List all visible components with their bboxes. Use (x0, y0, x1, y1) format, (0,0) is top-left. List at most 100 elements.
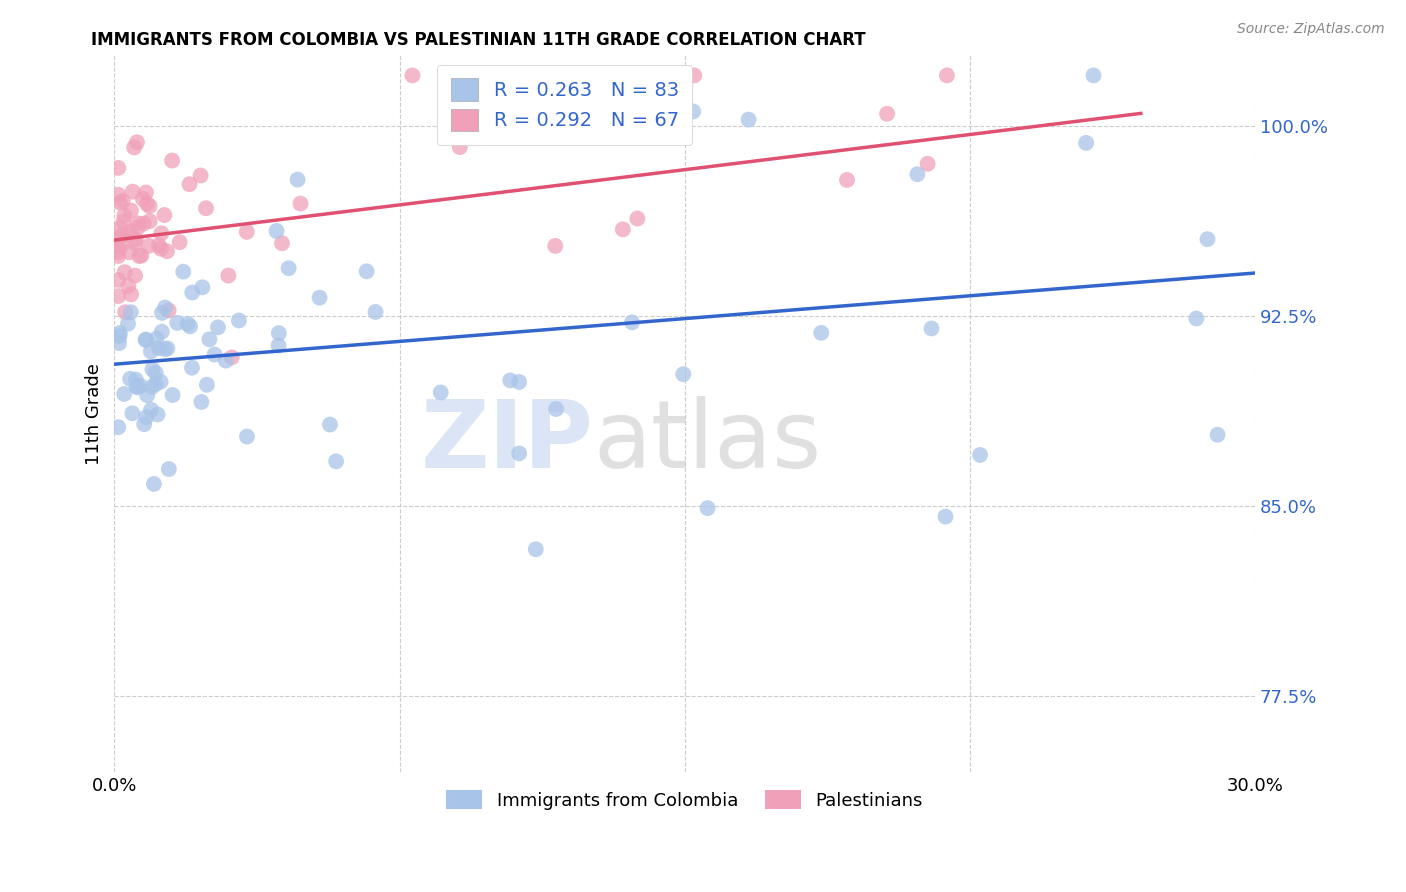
Point (935, 69, 957, 83)
Point (131, 248, 153, 262)
Point (917, 157, 939, 171)
Point (508, 375, 530, 389)
Point (190, 395, 212, 409)
Point (122, 140, 145, 154)
Point (621, 315, 644, 329)
Point (157, 303, 180, 318)
Point (195, 201, 218, 215)
Point (107, 420, 129, 434)
Point (121, 185, 143, 199)
Point (118, 245, 141, 260)
Point (595, 114, 617, 128)
Point (108, 195, 131, 210)
Point (135, 410, 157, 425)
Point (129, 378, 152, 392)
Point (120, 305, 142, 319)
Point (112, 387, 135, 401)
Point (546, 401, 568, 416)
Point (141, 362, 163, 376)
Point (221, 351, 243, 365)
Point (156, 244, 179, 259)
Point (146, 408, 169, 422)
Text: ZIP: ZIP (420, 396, 593, 488)
Point (287, 172, 309, 186)
Point (121, 406, 143, 420)
Point (139, 344, 162, 359)
Point (215, 353, 238, 368)
Point (236, 225, 259, 239)
Point (107, 239, 129, 253)
Point (191, 280, 214, 294)
Point (124, 236, 146, 251)
Point (181, 360, 204, 375)
Point (117, 278, 139, 293)
Point (110, 228, 132, 243)
Point (128, 249, 150, 263)
Point (157, 462, 180, 476)
Point (120, 372, 142, 386)
Point (198, 332, 221, 346)
Point (920, 321, 942, 335)
Point (132, 192, 155, 206)
Point (266, 224, 288, 238)
Point (683, 69, 706, 83)
Point (141, 380, 163, 394)
Point (135, 333, 157, 347)
Point (1185, 311, 1208, 326)
Point (1197, 232, 1219, 246)
Point (107, 289, 129, 303)
Point (138, 239, 160, 253)
Point (1083, 69, 1105, 83)
Point (108, 326, 131, 340)
Point (267, 326, 290, 340)
Point (107, 187, 129, 202)
Point (935, 509, 957, 524)
Point (277, 261, 299, 276)
Point (696, 501, 718, 516)
Point (107, 273, 129, 287)
Legend: Immigrants from Colombia, Palestinians: Immigrants from Colombia, Palestinians (439, 783, 931, 817)
Point (135, 196, 157, 211)
Point (145, 377, 167, 392)
Point (134, 417, 156, 431)
Text: atlas: atlas (593, 396, 821, 488)
Point (108, 336, 131, 351)
Point (179, 178, 201, 192)
Y-axis label: 11th Grade: 11th Grade (86, 363, 103, 465)
Point (114, 305, 136, 319)
Point (969, 448, 991, 462)
Point (107, 231, 129, 245)
Point (290, 196, 312, 211)
Point (120, 287, 142, 301)
Point (508, 446, 530, 460)
Point (120, 203, 142, 218)
Point (308, 291, 330, 305)
Point (499, 373, 522, 387)
Point (271, 236, 294, 251)
Point (179, 319, 201, 334)
Point (135, 186, 157, 200)
Point (356, 264, 378, 278)
Point (125, 232, 148, 246)
Point (267, 338, 290, 352)
Point (145, 366, 167, 380)
Point (672, 367, 695, 381)
Point (181, 285, 204, 300)
Point (207, 320, 229, 334)
Point (142, 476, 165, 491)
Point (127, 220, 149, 235)
Point (108, 329, 131, 343)
Point (111, 194, 134, 208)
Point (112, 209, 135, 223)
Point (145, 332, 167, 346)
Point (153, 208, 176, 222)
Point (626, 211, 648, 226)
Point (150, 227, 173, 241)
Point (117, 227, 139, 242)
Point (138, 214, 160, 228)
Point (132, 217, 155, 231)
Point (153, 301, 176, 315)
Point (657, 117, 679, 131)
Point (682, 104, 704, 119)
Point (166, 316, 188, 330)
